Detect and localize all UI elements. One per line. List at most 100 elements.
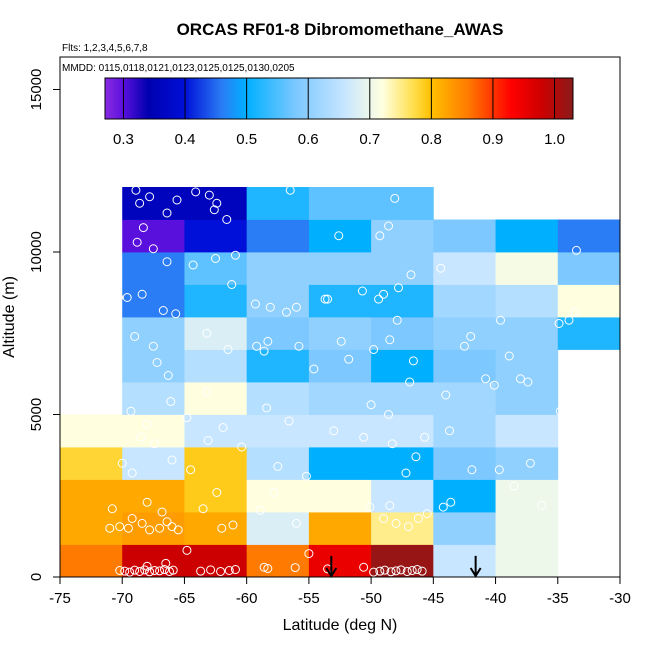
sample-point — [136, 432, 146, 442]
sample-point — [117, 458, 127, 468]
sample-point — [384, 221, 394, 231]
heatmap-cell — [60, 544, 123, 578]
colorbar-tick-label: 0.8 — [421, 131, 442, 148]
sample-point — [515, 374, 525, 384]
sample-point — [217, 523, 227, 533]
sample-point — [155, 566, 165, 576]
sample-point — [191, 187, 201, 197]
y-tick-label: 10000 — [28, 231, 45, 273]
heatmap-cell — [308, 284, 372, 318]
sample-point — [273, 462, 283, 471]
sample-point — [230, 565, 240, 575]
heatmap-cell — [308, 382, 372, 415]
heatmap-cell — [433, 512, 496, 545]
sample-point — [285, 185, 295, 195]
sample-point — [375, 566, 385, 576]
sample-point — [320, 294, 330, 304]
sample-point — [158, 306, 168, 315]
sample-point — [375, 231, 385, 241]
heatmap-cell — [371, 252, 434, 285]
x-tick-label: -65 — [174, 590, 196, 607]
sample-point — [523, 377, 533, 387]
heatmap-cell — [495, 544, 559, 578]
heatmap-cell — [308, 447, 372, 480]
sample-point — [172, 195, 182, 205]
sample-point — [211, 254, 221, 263]
sample-point — [323, 294, 333, 304]
sample-point — [218, 423, 228, 432]
flights-subtitle: Flts: 1,2,3,4,5,6,7,8 — [62, 43, 148, 54]
heatmap-cell — [184, 317, 248, 350]
sample-point — [417, 566, 427, 576]
sample-point — [132, 237, 142, 247]
sample-point — [379, 514, 389, 523]
heatmap-cell — [371, 382, 434, 415]
sample-point — [496, 315, 506, 325]
heatmap-cell — [308, 317, 372, 350]
heatmap-cell — [122, 479, 185, 513]
sample-point — [150, 439, 160, 449]
sample-point — [150, 566, 160, 575]
sample-point — [206, 565, 216, 575]
heatmap-cell — [495, 414, 559, 448]
sample-point — [446, 497, 456, 507]
sample-point — [115, 522, 125, 532]
heatmap-cell — [495, 219, 559, 253]
heatmap-cell — [122, 284, 185, 318]
heatmap-cell — [433, 414, 496, 448]
heatmap-cell — [495, 349, 559, 383]
heatmap-cell — [184, 544, 248, 578]
x-tick-label: -30 — [609, 590, 631, 607]
colorbar-tick-label: 0.9 — [483, 131, 504, 148]
sample-point — [148, 244, 158, 254]
sample-point — [212, 198, 222, 208]
sample-point — [291, 518, 301, 528]
heatmap-cell — [122, 447, 185, 480]
heatmap-cell — [433, 252, 496, 285]
colorbar-tick-label: 0.5 — [236, 131, 257, 148]
heatmap-cell — [246, 382, 310, 415]
sample-point — [131, 185, 141, 195]
colorbar — [104, 77, 574, 120]
sample-point — [422, 509, 432, 519]
sample-point — [152, 358, 162, 367]
colorbar-tick-label: 0.3 — [113, 131, 134, 148]
sample-point — [494, 465, 504, 475]
heatmap-cell — [308, 349, 372, 383]
sample-point — [162, 208, 172, 218]
x-tick-label: -40 — [485, 590, 507, 607]
heatmap-cell — [308, 252, 372, 285]
surface-arrows — [325, 555, 482, 578]
heatmap-cell — [557, 252, 621, 285]
heatmap-cell — [122, 349, 185, 383]
heatmap-cell — [246, 349, 310, 383]
sample-point — [123, 523, 133, 533]
heatmap-cell — [184, 219, 248, 253]
heatmap-cell — [184, 187, 248, 220]
sample-point — [182, 545, 192, 555]
x-tick-label: -35 — [547, 590, 569, 607]
y-tick-label: 15000 — [28, 69, 45, 111]
sample-point — [385, 335, 395, 345]
heatmap-cell — [246, 187, 310, 220]
sample-point — [111, 341, 121, 351]
heatmap-cell — [308, 512, 372, 545]
sample-point — [204, 190, 214, 200]
sample-point — [115, 566, 125, 575]
sample-point — [537, 501, 547, 510]
sample-point — [142, 419, 152, 429]
x-tick-label: -60 — [236, 590, 258, 607]
heatmap-cell — [308, 479, 372, 513]
sample-point — [334, 231, 344, 241]
sample-point — [130, 565, 140, 575]
sample-point — [262, 403, 272, 413]
sample-point — [135, 198, 145, 208]
sample-point — [263, 336, 273, 346]
x-tick-label: -50 — [360, 590, 382, 607]
sample-point — [222, 215, 232, 224]
heatmap-cell — [60, 447, 123, 480]
sample-point — [525, 458, 535, 468]
heatmap-cell — [246, 219, 310, 253]
sample-point — [291, 302, 301, 312]
sample-point — [173, 525, 183, 535]
